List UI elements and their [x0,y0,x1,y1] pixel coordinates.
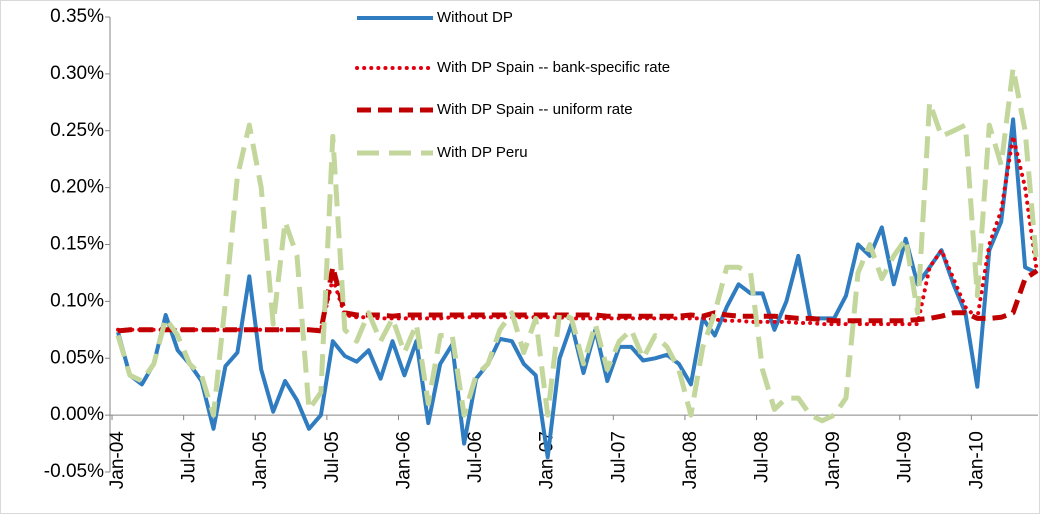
y-tick-label: 0.15% [50,234,104,255]
x-tick-label: Jul-06 [465,431,486,483]
y-tick-label: -0.05% [44,461,104,482]
y-tick-label: 0.25% [50,120,104,141]
x-tick-label: Jul-07 [608,431,629,483]
x-tick-label: Jan-06 [393,431,414,489]
y-tick-label: 0.30% [50,63,104,84]
x-tick-label: Jul-04 [179,431,200,483]
y-tick-label: 0.05% [50,347,104,368]
legend-label: Without DP [437,9,513,26]
legend-label: With DP Spain -- bank-specific rate [437,59,670,76]
legend-label: With DP Peru [437,144,528,161]
y-tick-label: 0.35% [50,6,104,27]
x-tick-label: Jan-04 [107,431,128,490]
legend-label: With DP Spain -- uniform rate [437,101,633,118]
x-tick-label: Jan-09 [823,431,844,489]
y-tick-label: 0.10% [50,290,104,311]
series-line [117,264,1039,334]
x-tick-label: Jul-08 [752,431,773,483]
x-tick-label: Jan-05 [250,431,271,489]
x-tick-label: Jan-10 [966,431,987,489]
y-tick-label: 0.00% [50,404,104,425]
x-tick-label: Jan-07 [537,431,558,489]
series-line [116,117,1038,460]
series-line [115,65,1040,424]
x-tick-label: Jul-05 [322,431,343,483]
x-tick-label: Jan-08 [680,431,701,489]
y-tick-label: 0.20% [50,177,104,198]
series-line [116,134,1039,332]
x-tick-label: Jul-09 [895,431,916,483]
